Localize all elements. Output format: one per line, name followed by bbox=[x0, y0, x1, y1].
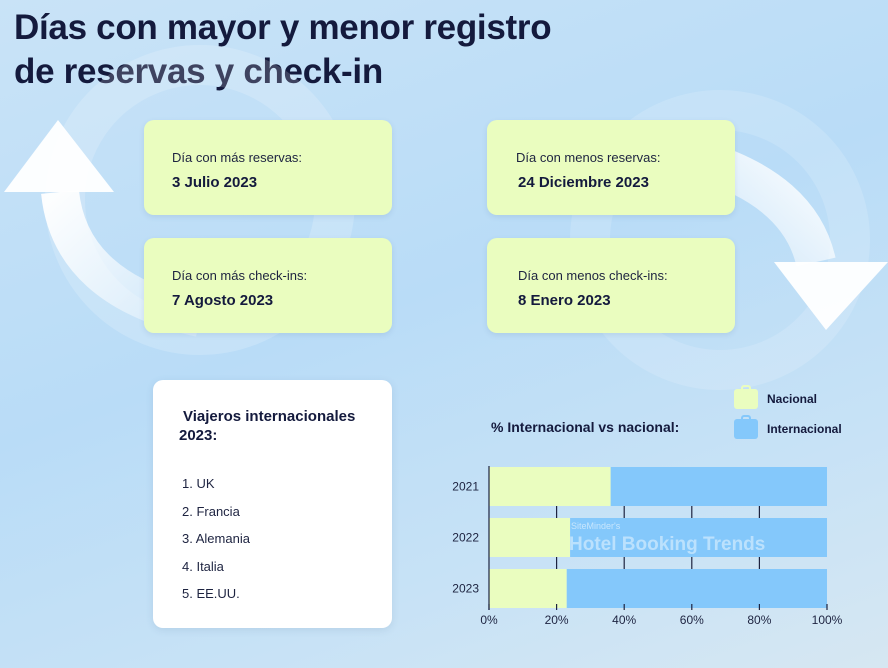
page-title: Días con mayor y menor registro de reser… bbox=[14, 6, 552, 94]
legend-label-internacional: Internacional bbox=[767, 422, 842, 436]
legend-swatch-internacional-icon bbox=[734, 415, 758, 439]
card-label: Día con más reservas: bbox=[172, 150, 303, 165]
bar-Internacional-2021 bbox=[610, 467, 827, 506]
y-tick-label: 2021 bbox=[452, 480, 479, 494]
list-item: 4. Italia bbox=[182, 558, 224, 574]
legend-swatch-nacional-icon bbox=[734, 385, 758, 409]
y-tick-label: 2022 bbox=[452, 531, 479, 545]
card-least-checkins: Día con menos check-ins: 8 Enero 2023 bbox=[487, 238, 735, 333]
travelers-title-line-1: Viajeros internacionales bbox=[183, 408, 356, 425]
travelers-title-line-2: 2023: bbox=[179, 427, 218, 444]
list-item: 2. Francia bbox=[182, 503, 240, 519]
card-label: Día con menos reservas: bbox=[516, 150, 661, 165]
x-tick-label: 60% bbox=[680, 613, 704, 627]
travelers-title: Viajeros internacionales 2023: bbox=[179, 407, 383, 445]
title-line-1: Días con mayor y menor registro bbox=[14, 8, 552, 47]
x-tick-label: 40% bbox=[612, 613, 636, 627]
card-value: 3 Julio 2023 bbox=[172, 174, 258, 191]
list-item: 3. Alemania bbox=[182, 531, 250, 546]
x-tick-label: 100% bbox=[812, 613, 843, 627]
card-label: Día con más check-ins: bbox=[172, 268, 308, 283]
card-value: 8 Enero 2023 bbox=[518, 292, 611, 309]
card-most-checkins: Día con más check-ins: 7 Agosto 2023 bbox=[144, 238, 392, 333]
x-tick-label: 0% bbox=[480, 613, 498, 627]
bar-Internacional-2022 bbox=[570, 518, 827, 557]
down-arrow-icon bbox=[774, 262, 888, 330]
x-tick-label: 20% bbox=[545, 613, 569, 627]
card-least-bookings: Día con menos reservas: 24 Diciembre 202… bbox=[487, 120, 735, 215]
up-arrow-icon bbox=[4, 120, 114, 192]
watermark-small: SiteMinder's bbox=[571, 521, 621, 531]
bar-Internacional-2023 bbox=[566, 569, 827, 608]
x-tick-label: 80% bbox=[747, 613, 771, 627]
list-item: 5. EE.UU. bbox=[182, 586, 240, 601]
card-value: 24 Diciembre 2023 bbox=[518, 174, 649, 191]
chart-title: % Internacional vs nacional: bbox=[491, 419, 680, 435]
bar-Nacional-2022 bbox=[489, 518, 571, 557]
stacked-bar-chart: 2021 2022 2023 0% 20% 40% 60% 80% 100% SiteMinder… bbox=[452, 466, 843, 627]
y-tick-label: 2023 bbox=[452, 582, 479, 596]
card-value: 7 Agosto 2023 bbox=[172, 292, 274, 309]
bar-Nacional-2021 bbox=[489, 467, 611, 506]
travelers-list: 1. UK 2. Francia 3. Alemania 4. Italia 5… bbox=[182, 476, 250, 614]
list-item: 1. UK bbox=[182, 476, 215, 491]
bar-Nacional-2023 bbox=[489, 569, 567, 608]
watermark-logo: Hotel Booking Trends bbox=[569, 534, 765, 555]
legend-label-nacional: Nacional bbox=[767, 392, 818, 406]
card-label: Día con menos check-ins: bbox=[518, 268, 668, 283]
card-most-bookings: Día con más reservas: 3 Julio 2023 bbox=[144, 120, 392, 215]
title-line-2: de reservas y check-in bbox=[14, 52, 383, 91]
international-travelers-card: Viajeros internacionales 2023: 1. UK 2. … bbox=[153, 380, 392, 628]
